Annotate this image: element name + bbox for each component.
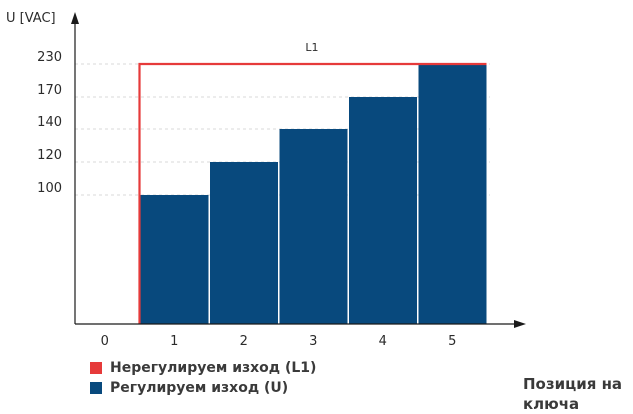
line-unregulated	[138, 62, 487, 324]
y-axis-label: U [VAC]	[6, 11, 56, 26]
y-tick-label: 230	[37, 50, 62, 65]
x-tick-label: 3	[309, 334, 317, 349]
legend-item-regulated: Регулируем изход (U)	[90, 378, 316, 398]
y-tick-label: 100	[37, 181, 62, 196]
legend-item-unregulated: Нерегулируем изход (L1)	[90, 358, 316, 378]
x-tick-label: 5	[448, 334, 456, 349]
legend-swatch-unregulated	[90, 362, 102, 374]
x-axis-title: Позиция на ключа	[523, 375, 623, 413]
legend-label-regulated: Регулируем изход (U)	[110, 380, 289, 396]
x-tick-label: 4	[379, 334, 387, 349]
y-tick-label: 170	[37, 83, 62, 98]
bar-regulated	[418, 64, 487, 324]
l1-annotation: L1	[305, 41, 318, 54]
legend: Нерегулируем изход (L1) Регулируем изход…	[90, 358, 316, 398]
bar-regulated	[140, 195, 209, 324]
y-tick-label: 140	[37, 115, 62, 130]
bar-regulated	[279, 129, 348, 324]
bar-regulated	[210, 162, 278, 324]
x-tick-label: 0	[101, 334, 109, 349]
legend-label-unregulated: Нерегулируем изход (L1)	[110, 360, 317, 376]
y-axis-arrow	[71, 12, 79, 24]
x-tick-label: 2	[240, 334, 248, 349]
bar-regulated	[349, 97, 417, 324]
x-axis-arrow	[514, 320, 526, 328]
y-tick-label: 120	[37, 148, 62, 163]
legend-swatch-regulated	[90, 382, 102, 394]
x-tick-label: 1	[170, 334, 178, 349]
